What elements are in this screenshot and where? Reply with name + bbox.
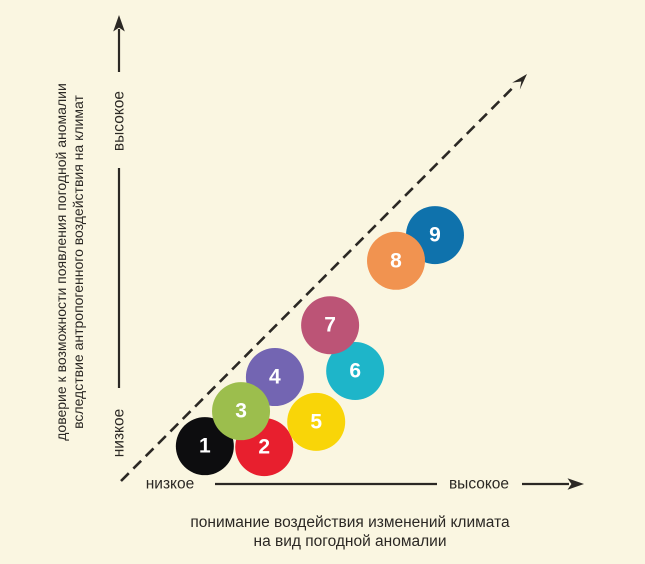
x-axis-arrowhead-icon — [567, 478, 584, 490]
bubble-3 — [212, 382, 271, 441]
y-axis-arrowhead-icon — [113, 15, 125, 32]
bubble-number-5: 5 — [310, 410, 322, 433]
bubble-6 — [326, 341, 385, 400]
y-axis-caption-line1: доверие к возможности появления погодной… — [53, 83, 69, 441]
x-axis: низкое высокое — [146, 476, 584, 493]
x-axis-high-label: высокое — [449, 476, 509, 493]
diagonal-dashed-line — [120, 85, 515, 482]
bubble-number-7: 7 — [324, 314, 336, 337]
bubble-number-1: 1 — [199, 435, 211, 458]
bubble-number-9: 9 — [429, 224, 441, 247]
y-axis: высокое низкое — [111, 15, 128, 457]
diagonal-reference-arrow — [120, 74, 527, 482]
bubble-number-3: 3 — [235, 400, 247, 423]
bubble-8 — [367, 231, 426, 290]
y-axis-high-label: высокое — [111, 91, 128, 151]
diagonal-arrowhead-icon — [512, 74, 527, 90]
y-axis-caption: доверие к возможности появления погодной… — [53, 83, 86, 441]
bubble-number-4: 4 — [269, 366, 281, 389]
bubble-number-6: 6 — [349, 359, 361, 382]
x-axis-caption-line2: на вид погодной аномалии — [254, 533, 447, 550]
bubble-number-8: 8 — [390, 249, 402, 272]
x-axis-low-label: низкое — [146, 476, 195, 493]
bubble-5 — [287, 392, 346, 451]
bubble-1 — [175, 417, 234, 476]
bubble-7 — [301, 296, 360, 355]
x-axis-caption: понимание воздействия изменений климата … — [190, 514, 510, 550]
bubble-number-2: 2 — [258, 436, 270, 459]
y-axis-low-label: низкое — [111, 409, 128, 458]
bubbles-group: 1 2 43 5 67 9 8 — [175, 206, 464, 477]
x-axis-caption-line1: понимание воздействия изменений климата — [190, 514, 510, 531]
y-axis-caption-line2: вследствие антропогенного воздействия на… — [70, 95, 86, 429]
